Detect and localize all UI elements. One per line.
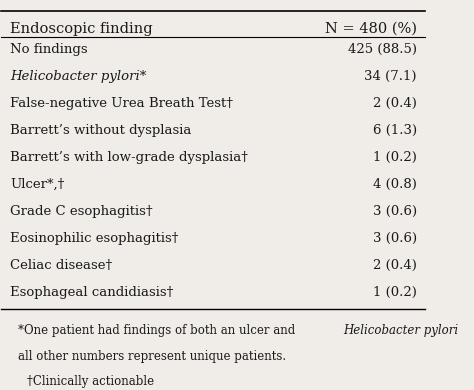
Text: Endoscopic finding: Endoscopic finding — [10, 22, 153, 36]
Text: Eosinophilic esophagitis†: Eosinophilic esophagitis† — [10, 232, 178, 245]
Text: Helicobacter pylori: Helicobacter pylori — [343, 324, 458, 337]
Text: Ulcer*,†: Ulcer*,† — [10, 177, 64, 191]
Text: †Clinically actionable: †Clinically actionable — [27, 376, 154, 388]
Text: all other numbers represent unique patients.: all other numbers represent unique patie… — [18, 350, 286, 363]
Text: 425 (88.5): 425 (88.5) — [348, 43, 417, 56]
Text: 1 (0.2): 1 (0.2) — [373, 151, 417, 163]
Text: 2 (0.4): 2 (0.4) — [373, 259, 417, 271]
Text: 1 (0.2): 1 (0.2) — [373, 285, 417, 298]
Text: 3 (0.6): 3 (0.6) — [373, 232, 417, 245]
Text: *One patient had findings of both an ulcer and: *One patient had findings of both an ulc… — [18, 324, 300, 337]
Text: Grade C esophagitis†: Grade C esophagitis† — [10, 204, 153, 218]
Text: Barrett’s with low-grade dysplasia†: Barrett’s with low-grade dysplasia† — [10, 151, 248, 163]
Text: Celiac disease†: Celiac disease† — [10, 259, 112, 271]
Text: N = 480 (%): N = 480 (%) — [325, 22, 417, 36]
Text: Esophageal candidiasis†: Esophageal candidiasis† — [10, 285, 173, 298]
Text: 2 (0.4): 2 (0.4) — [373, 97, 417, 110]
Text: 34 (7.1): 34 (7.1) — [365, 69, 417, 83]
Text: 4 (0.8): 4 (0.8) — [373, 177, 417, 191]
Text: 6 (1.3): 6 (1.3) — [373, 124, 417, 136]
Text: 3 (0.6): 3 (0.6) — [373, 204, 417, 218]
Text: No findings: No findings — [10, 43, 88, 56]
Text: Barrett’s without dysplasia: Barrett’s without dysplasia — [10, 124, 191, 136]
Text: Helicobacter pylori*: Helicobacter pylori* — [10, 69, 146, 83]
Text: False-negative Urea Breath Test†: False-negative Urea Breath Test† — [10, 97, 233, 110]
